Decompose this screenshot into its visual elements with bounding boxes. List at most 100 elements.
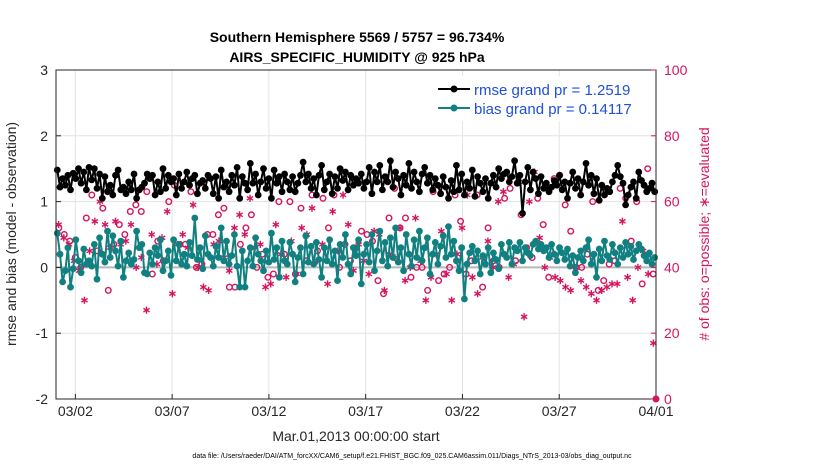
obs-possible-point (407, 273, 415, 281)
obs-evaluated-point (629, 296, 637, 304)
obs-possible-point (446, 263, 454, 271)
rmse-point (611, 171, 619, 179)
obs-possible-point (137, 207, 145, 215)
rmse-point (159, 165, 167, 173)
obs-evaluated-point (241, 230, 249, 239)
left-y-axis-label: rmse and bias (model - observation) (3, 122, 19, 346)
rmse-point (418, 170, 426, 178)
obs-possible-point (82, 214, 90, 222)
obs-evaluated-point (499, 188, 507, 196)
obs-evaluated-point (603, 283, 611, 291)
bias-point (350, 244, 357, 252)
bias-point (498, 241, 505, 248)
bias-point (413, 254, 421, 261)
obs-evaluated-point (520, 313, 528, 321)
bias-point (233, 262, 241, 270)
bias-point (582, 244, 590, 252)
rmse-point (490, 171, 497, 179)
rmse-point (114, 166, 122, 174)
obs-evaluated-point (365, 270, 373, 278)
bias-point (556, 244, 563, 252)
rmse-point (149, 171, 156, 179)
rmse-point (241, 179, 249, 187)
rmse-point (635, 168, 643, 176)
rmse-point (569, 168, 577, 176)
rmse-point (548, 183, 555, 191)
rmse-point (463, 178, 471, 186)
rmse-point (516, 171, 524, 179)
rmse-point (67, 186, 74, 194)
bias-point (278, 237, 286, 245)
obs-possible-point (242, 224, 250, 232)
rmse-point (347, 171, 355, 179)
bias-point (130, 256, 138, 263)
bias-point (154, 252, 162, 259)
rmse-point (394, 175, 402, 183)
rmse-point (225, 188, 233, 196)
bias-point (402, 231, 410, 238)
bias-point (508, 260, 516, 268)
rmse-point (524, 164, 532, 171)
obs-evaluated-point (598, 286, 606, 294)
bias-point (225, 260, 233, 268)
rmse-point (194, 190, 201, 198)
rmse-point (212, 173, 220, 181)
rmse-point (85, 164, 93, 171)
bias-point (405, 250, 413, 258)
bias-point (408, 262, 415, 270)
bias-point (307, 242, 315, 250)
bias-point (352, 252, 360, 259)
bias-point (313, 239, 320, 246)
rmse-point (315, 171, 323, 179)
rmse-point (344, 186, 352, 194)
rmse-point (553, 181, 561, 189)
rmse-point (447, 177, 455, 184)
bias-point (231, 231, 238, 238)
rmse-point (294, 179, 302, 187)
obs-evaluated-point (443, 270, 450, 278)
rmse-point (130, 170, 138, 178)
obs-evaluated-point (608, 280, 616, 288)
obs-evaluated-point (412, 214, 419, 222)
rmse-point (77, 179, 85, 187)
rmse-point (331, 173, 339, 181)
obs-evaluated-point (199, 283, 207, 291)
obs-possible-point (358, 227, 366, 235)
bias-point (164, 247, 172, 255)
rmse-point (59, 175, 66, 183)
rmse-point (215, 194, 223, 202)
bias-point (627, 242, 635, 250)
bias-point (328, 260, 336, 268)
rmse-point (217, 166, 225, 174)
right-y-tick-label: 60 (664, 194, 680, 210)
obs-evaluated-point (401, 277, 409, 285)
bias-point (257, 257, 265, 265)
obs-possible-point (385, 214, 393, 222)
rmse-point (458, 170, 466, 178)
obs-evaluated-point (80, 296, 88, 304)
obs-evaluated-point (324, 280, 332, 288)
rmse-point (286, 186, 294, 194)
rmse-point (466, 185, 474, 192)
rmse-point (400, 171, 407, 179)
bias-point (178, 260, 186, 268)
rmse-point (513, 179, 521, 187)
rmse-point (442, 183, 450, 191)
obs-evaluated-point (613, 280, 621, 288)
bias-point (270, 256, 278, 263)
obs-evaluated-point (484, 237, 492, 245)
rmse-point (342, 168, 349, 176)
bias-point (175, 241, 183, 248)
obs-possible-point (99, 204, 107, 212)
bias-point (241, 283, 249, 291)
obs-evaluated-point (179, 230, 187, 239)
bias-point (416, 227, 423, 235)
bias-point (120, 273, 127, 281)
obs-evaluated-point (262, 283, 269, 291)
obs-possible-point (589, 198, 597, 206)
obs-evaluated-point (618, 217, 626, 225)
bias-point (194, 256, 201, 263)
legend: rmse grand pr = 1.2519 bias grand pr = 0… (431, 76, 653, 122)
bias-point (537, 241, 545, 248)
obs-evaluated-point (189, 201, 197, 209)
